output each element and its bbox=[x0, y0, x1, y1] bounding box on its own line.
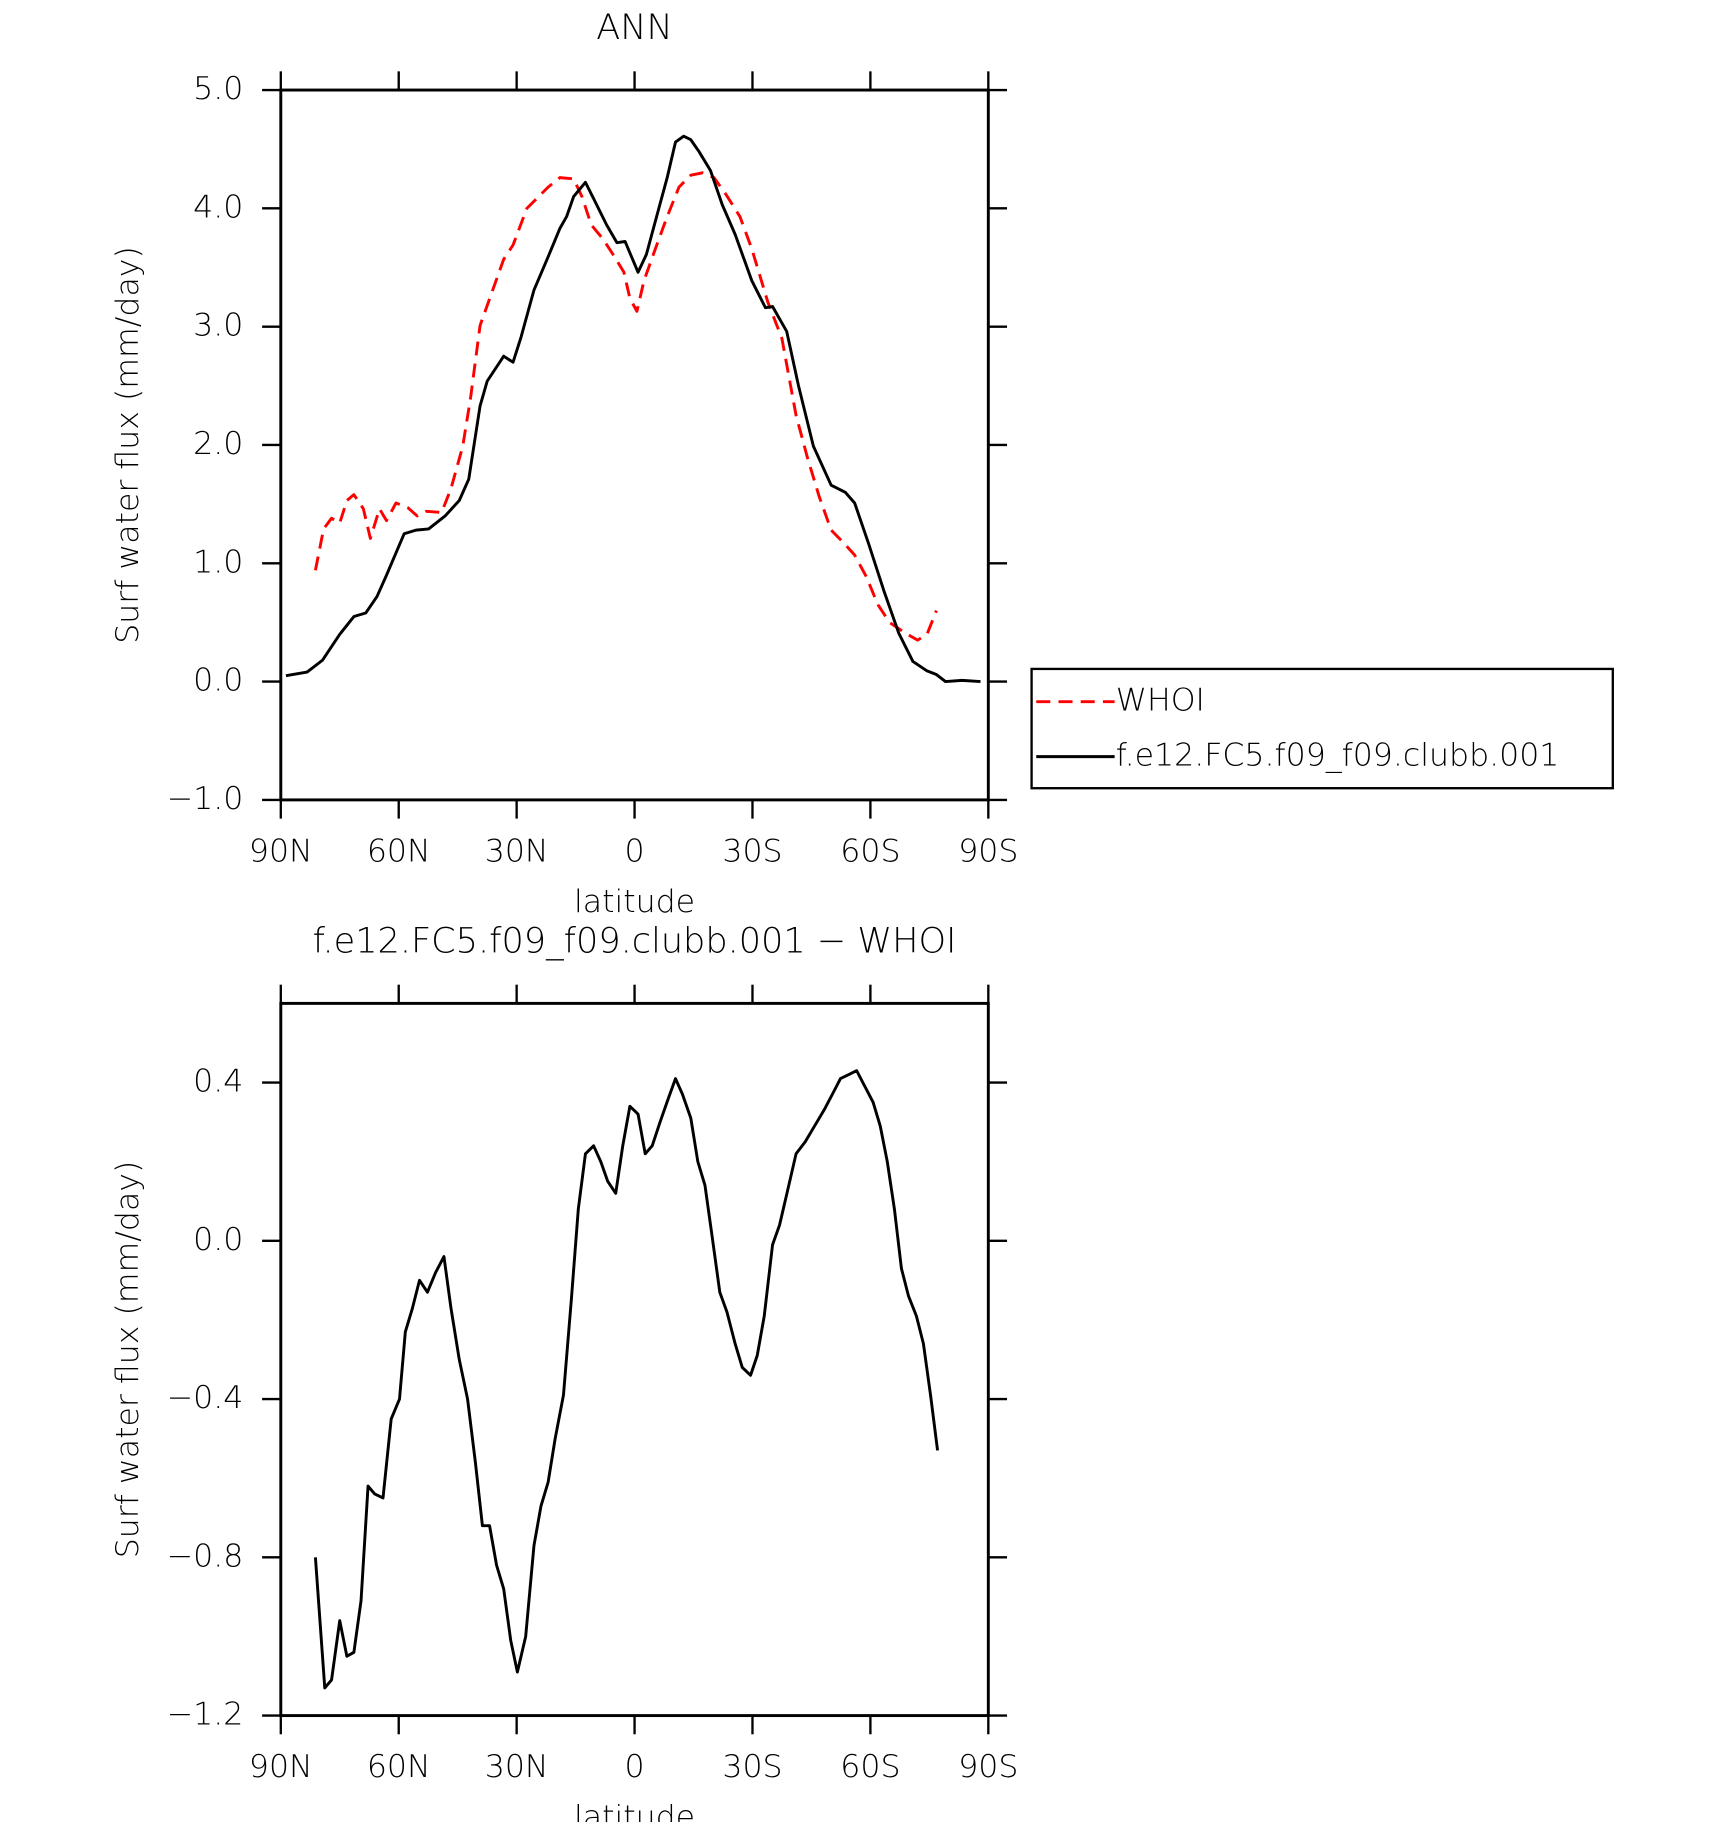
y-tick-label: 0.0 bbox=[193, 1222, 243, 1258]
chart-title: f.e12.FC5.f09_f09.clubb.001 − WHOI bbox=[313, 921, 957, 962]
legend-label: WHOI bbox=[1116, 683, 1205, 719]
y-tick-label: 0.4 bbox=[193, 1064, 243, 1100]
y-tick-label: 2.0 bbox=[193, 426, 243, 462]
x-tick-label: 90N bbox=[249, 834, 313, 870]
x-tick-label: 60N bbox=[367, 1749, 431, 1785]
series-line bbox=[313, 171, 938, 642]
plot-frame bbox=[279, 88, 990, 802]
x-tick-label: 30S bbox=[722, 834, 782, 870]
x-tick-label: 90S bbox=[958, 1749, 1018, 1785]
x-tick-label: 90N bbox=[249, 1749, 313, 1785]
y-tick-label: 1.0 bbox=[193, 544, 243, 580]
y-tick-label: 3.0 bbox=[193, 308, 243, 344]
y-tick-label: −1.2 bbox=[167, 1697, 244, 1733]
y-tick-label: 5.0 bbox=[193, 71, 243, 107]
x-tick-label: 30N bbox=[485, 1749, 549, 1785]
legend-label: f.e12.FC5.f09_f09.clubb.001 bbox=[1116, 738, 1560, 774]
x-tick-label: 30N bbox=[485, 834, 549, 870]
y-tick-label: 0.0 bbox=[193, 663, 243, 699]
x-tick-label: 60S bbox=[840, 834, 900, 870]
x-tick-label: 0 bbox=[625, 834, 645, 870]
x-tick-label: 90S bbox=[958, 834, 1018, 870]
x-tick-label: 0 bbox=[625, 1749, 645, 1785]
chart-title: ANN bbox=[596, 7, 672, 48]
x-tick-label: 60N bbox=[367, 834, 431, 870]
y-axis-label: Surf water flux (mm/day) bbox=[110, 1161, 146, 1559]
series-line bbox=[285, 134, 981, 684]
plot-frame bbox=[279, 1001, 990, 1718]
y-axis-label: Surf water flux (mm/day) bbox=[110, 246, 146, 644]
y-tick-label: −1.0 bbox=[167, 781, 244, 817]
legend-box bbox=[1030, 667, 1614, 790]
series-line bbox=[313, 1069, 940, 1690]
y-tick-label: −0.8 bbox=[167, 1538, 244, 1574]
x-tick-label: 60S bbox=[840, 1749, 900, 1785]
x-axis-label: latitude bbox=[574, 884, 695, 920]
x-tick-label: 30S bbox=[722, 1749, 782, 1785]
y-tick-label: 4.0 bbox=[193, 189, 243, 225]
y-tick-label: −0.4 bbox=[167, 1380, 244, 1416]
x-axis-label: latitude bbox=[574, 1799, 695, 1822]
